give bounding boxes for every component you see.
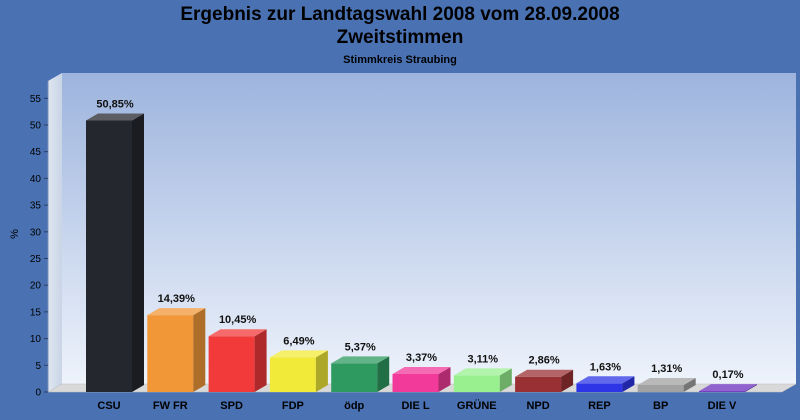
value-label: 5,37% [345,341,376,353]
y-tick-label: 10 [30,334,42,345]
category-label: DIE L [401,400,429,412]
bar-front [576,383,623,392]
bar-side [315,350,328,392]
bar-top [331,356,390,364]
bar-top [392,367,451,375]
bar-side [499,368,512,392]
bar [269,350,328,392]
category-label: NPD [526,400,549,412]
plot-back-wall [62,73,796,384]
bar-front [637,385,684,392]
category-label: FW FR [153,400,188,412]
bar-front [208,336,255,392]
bar-top [86,113,144,121]
y-tick-label: 45 [30,147,42,158]
bar-side [193,308,206,392]
bar [453,368,512,392]
y-tick-label: 5 [35,361,41,372]
category-label: BP [653,400,668,412]
y-tick-label: 20 [30,281,42,292]
plot-left-wall [48,73,62,392]
value-label: 3,11% [468,353,499,365]
value-label: 6,49% [283,335,314,347]
bar [392,367,451,392]
y-tick-label: 25 [30,254,42,265]
bar-side [132,113,144,392]
value-label: 1,31% [651,363,682,375]
bar-front [699,391,745,392]
value-label: 0,17% [712,369,743,381]
chart-title: Ergebnis zur Landtagswahl 2008 vom 28.09… [180,4,620,25]
category-label: ödp [344,400,364,412]
y-tick-label: 40 [30,174,42,185]
bar-top [453,368,512,376]
bar-top [208,329,267,337]
bar-front [453,375,500,392]
bar [637,378,696,392]
y-tick-label: 50 [30,121,42,132]
y-tick-label: 15 [30,307,42,318]
bar-side [622,376,635,392]
bar-top [515,369,574,377]
bar-top [576,376,635,384]
category-label: GRÜNE [457,399,497,412]
bar-front [269,357,316,392]
category-label: DIE V [708,400,737,412]
y-tick-label: 55 [30,94,42,105]
bar [147,308,206,392]
chart-subtitle: Zweitstimmen [336,27,464,48]
value-label: 10,45% [219,314,257,326]
category-label: FDP [282,400,304,412]
y-tick-label: 35 [30,201,42,212]
chart-subsubtitle: Stimmkreis Straubing [343,54,457,66]
y-tick-label: 30 [30,227,42,238]
value-label: 3,37% [406,352,437,364]
bar [576,376,635,392]
value-label: 1,63% [590,361,621,373]
bar [699,384,757,392]
bar [515,369,574,392]
y-tick-label: 0 [35,388,41,399]
bar-front [86,120,132,392]
bar-side [254,329,267,392]
bar-top [637,378,696,386]
category-label: SPD [220,400,243,412]
bar-top [269,350,328,358]
value-label: 50,85% [96,98,134,110]
bar [208,329,267,392]
bar-side [438,367,451,392]
bar-side [561,369,574,392]
value-label: 2,86% [528,355,559,367]
bar-side [377,356,390,392]
bar-front [147,315,194,392]
bar-front [331,363,378,392]
bar-top [699,384,757,392]
value-label: 14,39% [158,293,196,305]
bar [331,356,390,392]
category-label: REP [588,400,611,412]
bar-front [515,376,562,392]
bar-side [683,378,696,392]
bar-top [147,308,206,316]
bar-front [392,374,439,392]
y-axis-label: % [9,229,21,239]
category-label: CSU [97,400,120,412]
bar [86,113,144,392]
bar-side [745,384,757,392]
